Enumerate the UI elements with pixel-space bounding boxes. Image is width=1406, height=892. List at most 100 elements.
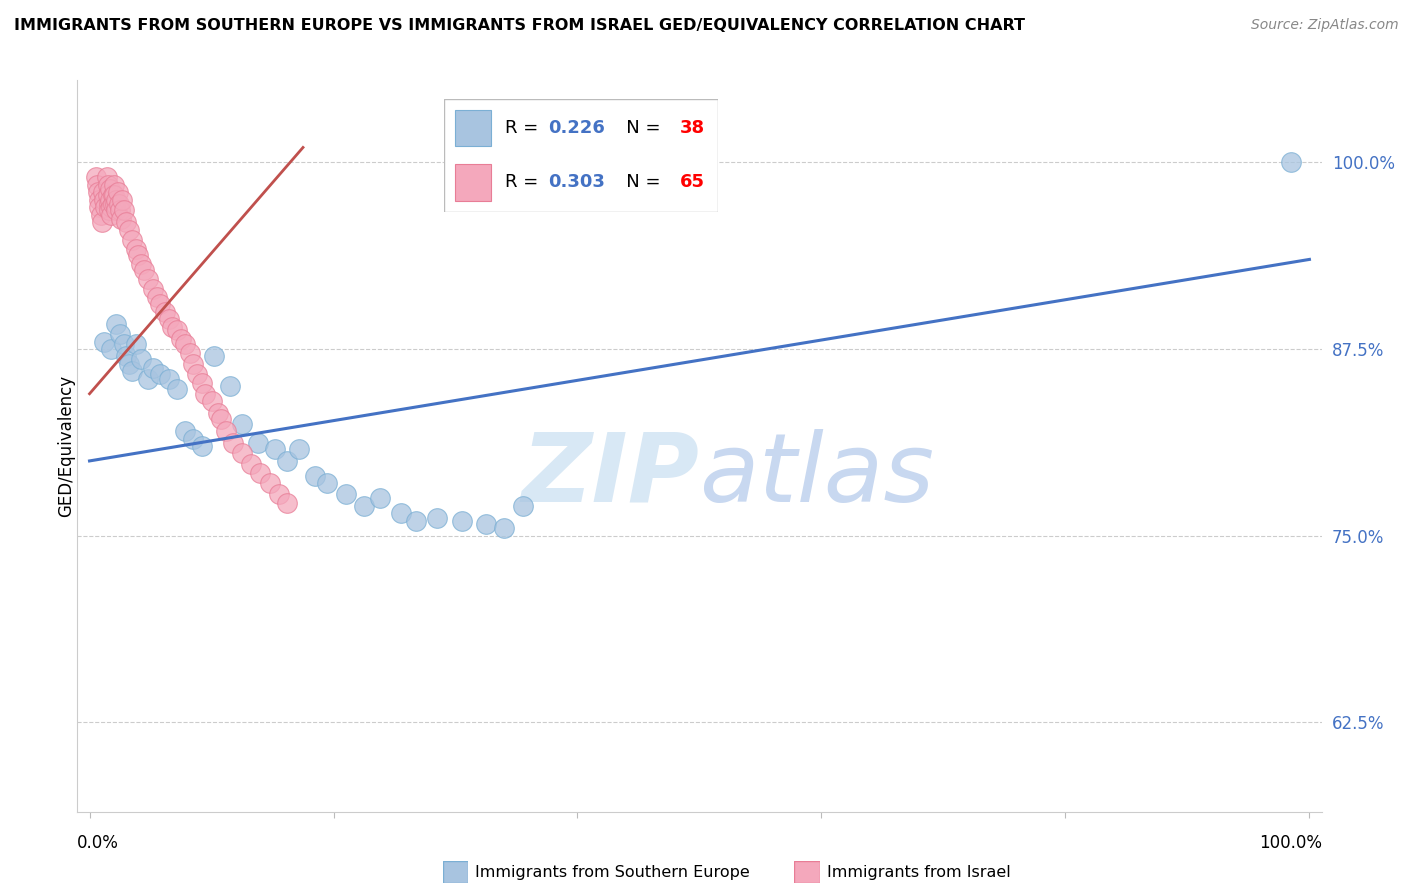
Point (105, 317, 128, 331)
Point (136, 272, 159, 286)
Point (173, 337, 195, 351)
Point (142, 282, 165, 296)
Point (166, 382, 188, 396)
Point (149, 297, 172, 311)
Point (98, 182, 121, 196)
Point (101, 197, 124, 211)
Point (129, 257, 152, 271)
Y-axis label: GED/Equivalency: GED/Equivalency (58, 375, 75, 517)
Point (353, 499, 375, 513)
Point (112, 203, 135, 218)
Point (276, 454, 298, 468)
Point (207, 406, 229, 420)
Point (162, 319, 184, 334)
Point (136, 372, 159, 386)
Text: atlas: atlas (700, 429, 935, 522)
Point (115, 350, 138, 364)
Point (450, 514, 472, 528)
Point (103, 188, 125, 202)
Text: ZIP: ZIP (522, 429, 700, 522)
Point (1279, 155, 1302, 169)
Point (181, 432, 204, 446)
Point (121, 364, 143, 378)
Point (94, 200, 117, 214)
Point (405, 514, 427, 528)
Point (512, 499, 534, 513)
Point (134, 263, 156, 277)
Point (117, 357, 139, 371)
Point (108, 326, 131, 341)
Point (142, 361, 165, 376)
Point (127, 248, 149, 262)
Point (108, 203, 131, 218)
Point (110, 212, 132, 227)
Point (264, 442, 287, 456)
Point (104, 197, 127, 211)
Point (89, 193, 111, 207)
Text: 0.0%: 0.0% (77, 834, 120, 852)
Point (368, 491, 391, 506)
Point (93, 193, 115, 207)
Point (246, 436, 269, 450)
FancyBboxPatch shape (794, 861, 820, 883)
Point (91, 186, 114, 200)
Point (111, 193, 134, 207)
Point (267, 487, 290, 501)
Point (101, 188, 124, 202)
Point (186, 368, 208, 382)
Point (157, 372, 180, 386)
Point (191, 376, 214, 391)
Point (173, 424, 195, 438)
Point (100, 342, 122, 356)
Text: Immigrants from Israel: Immigrants from Israel (827, 865, 1011, 880)
Point (179, 346, 201, 360)
Point (494, 521, 516, 535)
Point (89, 200, 111, 214)
Text: 100.0%: 100.0% (1258, 834, 1322, 852)
Point (191, 439, 214, 453)
Point (426, 510, 449, 524)
Point (259, 476, 281, 491)
Point (218, 379, 240, 393)
Point (316, 476, 339, 491)
Point (108, 197, 131, 211)
Point (288, 442, 311, 456)
Point (200, 394, 222, 409)
Point (389, 506, 412, 520)
Point (86, 178, 108, 192)
Point (105, 203, 128, 218)
Point (181, 357, 204, 371)
Point (96, 170, 118, 185)
Point (129, 352, 152, 367)
Text: Source: ZipAtlas.com: Source: ZipAtlas.com (1251, 18, 1399, 32)
Point (276, 496, 298, 510)
Point (202, 350, 225, 364)
Point (115, 215, 138, 229)
Point (84, 170, 107, 185)
Point (117, 222, 139, 236)
Point (97, 188, 120, 202)
Point (153, 304, 176, 318)
Point (103, 178, 125, 192)
Point (107, 186, 129, 200)
Point (89, 208, 111, 222)
Point (105, 193, 128, 207)
Point (249, 466, 271, 480)
Point (215, 424, 238, 438)
Text: Immigrants from Southern Europe: Immigrants from Southern Europe (475, 865, 749, 880)
Point (335, 487, 357, 501)
Point (209, 412, 232, 426)
Point (166, 322, 188, 336)
Point (97, 178, 120, 192)
Point (100, 208, 122, 222)
Point (231, 446, 253, 460)
Point (112, 337, 135, 351)
Point (222, 436, 245, 450)
Point (157, 312, 180, 326)
Point (121, 233, 143, 247)
Point (170, 332, 193, 346)
Point (98, 203, 121, 218)
Point (194, 386, 217, 401)
Point (475, 516, 498, 531)
Point (149, 368, 172, 382)
